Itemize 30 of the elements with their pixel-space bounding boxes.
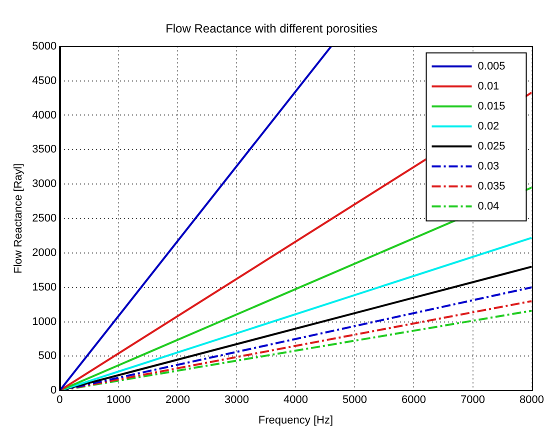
- x-tick-label: 6000: [402, 394, 426, 406]
- x-tick-label: 2000: [165, 394, 190, 406]
- y-tick-label: 0: [50, 384, 57, 397]
- x-tick-label: 4000: [283, 394, 308, 406]
- legend-label: 0.01: [478, 80, 500, 92]
- y-tick-label: 3000: [32, 178, 57, 190]
- y-tick-label: 1500: [32, 281, 57, 294]
- y-tick-label: 3500: [32, 144, 57, 156]
- y-tick-label: 2500: [32, 212, 57, 225]
- y-tick-label: 4000: [32, 109, 57, 122]
- y-tick-label: 1000: [32, 316, 57, 328]
- y-tick-label: 500: [38, 350, 57, 362]
- legend-label: 0.015: [478, 100, 506, 112]
- y-axis-title: Flow Reactance [Rayl]: [12, 163, 25, 274]
- x-tick-label: 8000: [520, 394, 544, 406]
- x-tick-label: 7000: [460, 394, 485, 406]
- x-tick-label: 3000: [224, 394, 249, 406]
- y-tick-label: 5000: [32, 40, 57, 52]
- y-tick-label: 4500: [32, 74, 57, 87]
- legend-label: 0.025: [478, 140, 506, 152]
- x-axis-title: Frequency [Hz]: [258, 414, 334, 426]
- legend-label: 0.005: [478, 60, 506, 72]
- legend-label: 0.04: [478, 200, 500, 212]
- x-tick-label: 5000: [342, 394, 367, 406]
- chart-title: Flow Reactance with different porosities: [166, 22, 378, 36]
- legend-label: 0.035: [478, 180, 506, 192]
- legend-label: 0.02: [478, 120, 500, 132]
- legend-label: 0.03: [478, 160, 500, 172]
- x-tick-label: 1000: [106, 394, 131, 406]
- y-tick-label: 2000: [32, 246, 57, 259]
